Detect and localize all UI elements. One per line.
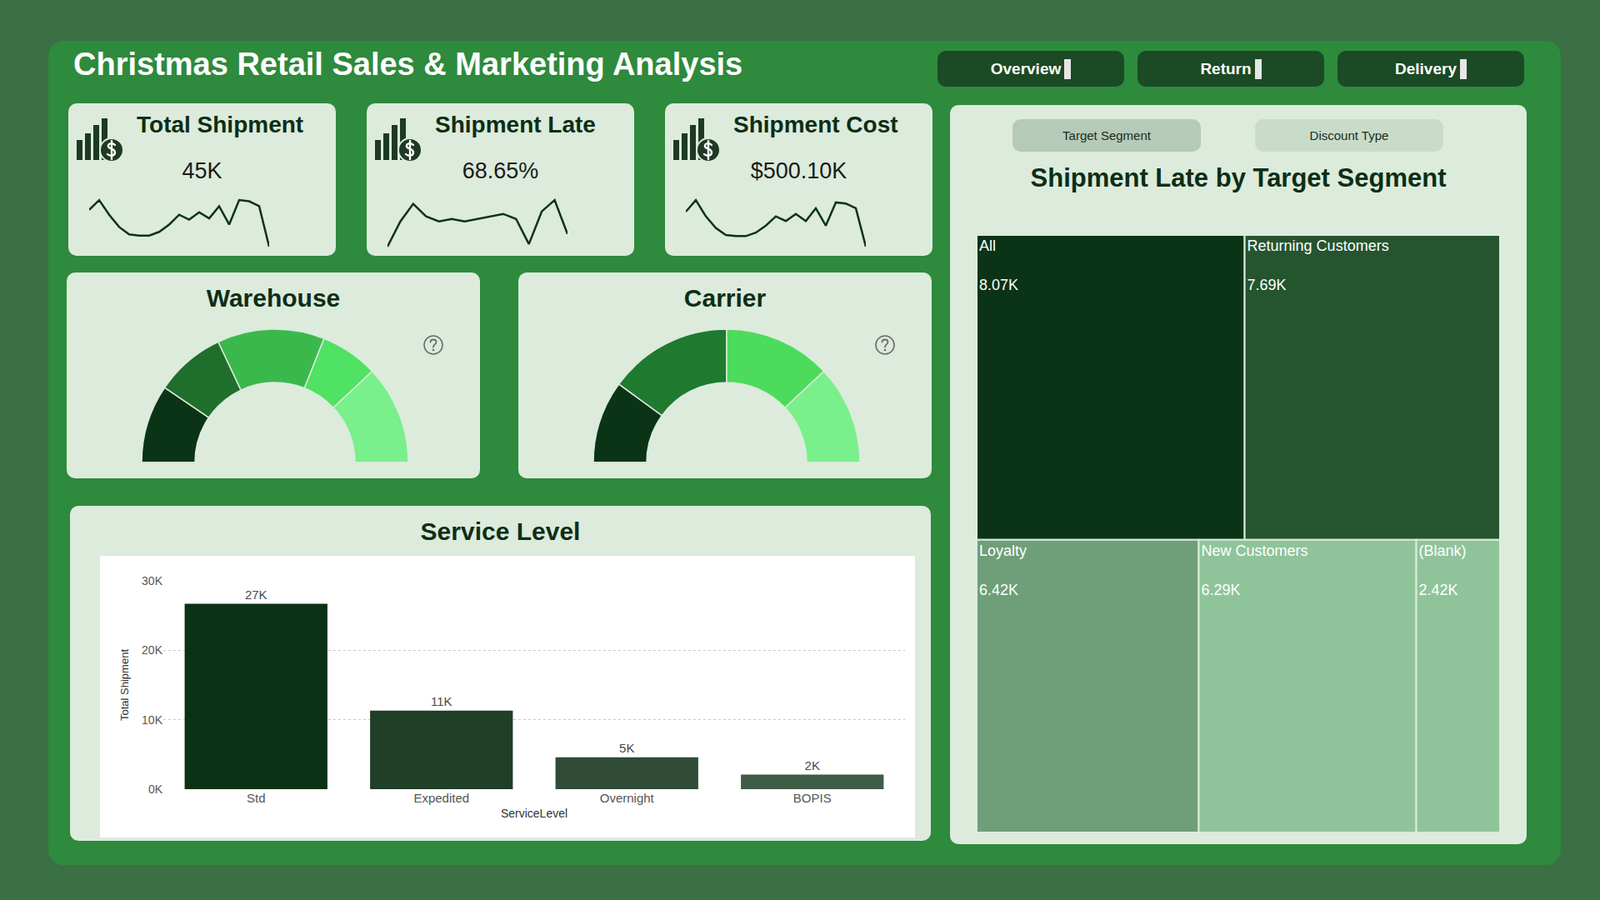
html-text:Total Shipment: Total Shipment	[136, 111, 304, 138]
svg-text:Expedited: Expedited	[413, 790, 470, 805]
html-text:$500.10K: $500.10K	[750, 158, 847, 184]
html-text:Service Level: Service Level	[420, 517, 581, 545]
svg-text:Overnight: Overnight	[600, 790, 655, 805]
html-text:Return: Return	[1200, 59, 1252, 78]
svg-text:20K: 20K	[141, 643, 164, 657]
html-text:Christmas Retail Sales & Marke: Christmas Retail Sales & Marketing Analy…	[73, 46, 743, 82]
html-text:68.65%: 68.65%	[462, 158, 539, 184]
svg-text:2K: 2K	[805, 758, 820, 773]
html-text:Shipment Cost: Shipment Cost	[733, 111, 898, 138]
html-text:Discount Type: Discount Type	[1309, 128, 1389, 143]
svg-text:27K: 27K	[245, 587, 268, 602]
svg-text:Loyalty6.42K: Loyalty6.42K	[979, 542, 1027, 599]
svg-text:ServiceLevel: ServiceLevel	[500, 806, 568, 820]
svg-text:Returning Customers7.69K: Returning Customers7.69K	[1247, 237, 1390, 294]
svg-text:BOPIS: BOPIS	[793, 790, 832, 805]
svg-text:5K: 5K	[619, 740, 635, 755]
html-text:45K: 45K	[182, 158, 223, 184]
svg-text:0K: 0K	[148, 782, 164, 796]
html-text:Warehouse: Warehouse	[206, 284, 341, 312]
html-text:Target Segment: Target Segment	[1062, 128, 1151, 143]
svg-text:All8.07K: All8.07K	[979, 237, 1019, 294]
svg-text:Total Shipment: Total Shipment	[118, 649, 131, 721]
svg-text:New Customers6.29K: New Customers6.29K	[1200, 542, 1308, 599]
svg-text:(Blank)2.42K: (Blank)2.42K	[1419, 542, 1467, 599]
html-text:Shipment Late by Target Segmen: Shipment Late by Target Segment	[1030, 163, 1447, 193]
html-text:Shipment Late: Shipment Late	[435, 111, 596, 138]
svg-text:10K: 10K	[141, 713, 164, 727]
html-text:Overview: Overview	[990, 59, 1062, 78]
svg-text:30K: 30K	[141, 574, 164, 588]
svg-text:Std: Std	[246, 790, 266, 805]
svg-text:11K: 11K	[430, 694, 453, 709]
html-text:Carrier: Carrier	[684, 284, 766, 312]
html-text:Delivery: Delivery	[1395, 59, 1457, 78]
